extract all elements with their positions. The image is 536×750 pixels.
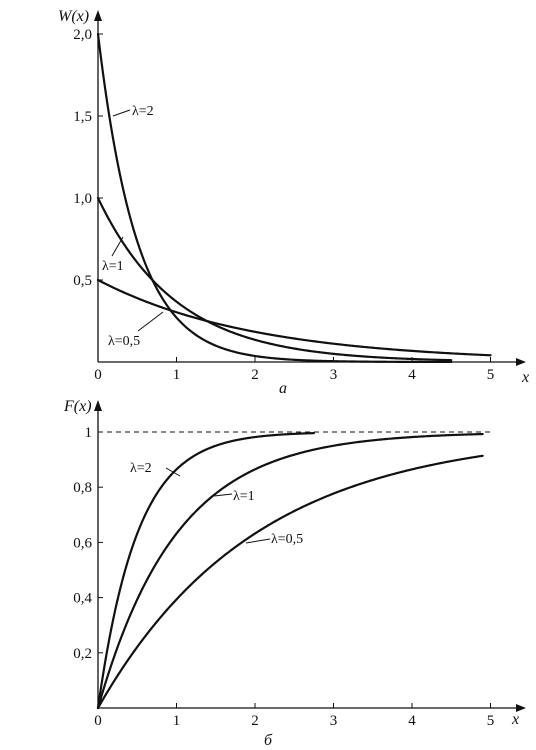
panel-a-x-tick-label: 2 [251,367,259,383]
panel-b-caption: б [264,732,273,749]
panel-b-series-label-lambda-2: λ=2 [130,461,152,476]
panel-a-y-tick-label: 1,5 [73,109,92,125]
panel-a-curve-lambda-0.5 [96,278,492,357]
panel-b-y-axis-title: F(x) [63,398,92,415]
panel-a-x-tick-label: 4 [408,367,416,383]
panel-b-x-tick-label: 4 [408,713,416,729]
panel-b-y-tick-label: 0,4 [73,591,92,607]
panel-a-y-axis-arrow [94,10,102,21]
panel-b-x-tick-label: 3 [330,713,338,729]
panel-a-label-leader-lambda-2 [112,109,131,117]
panel-b-label-leader-lambda-0.5 [245,538,271,544]
panel-b-curve-lambda-0.5 [96,454,484,710]
panel-a-x-tick-label: 0 [94,367,102,383]
panel-a-series-label-lambda-0.5: λ=0,5 [108,334,140,349]
panel-b-x-tick-label: 5 [487,713,495,729]
panel-b-x-axis-title: x [511,711,519,728]
panel-a-x-tick-label: 5 [487,367,495,383]
panel-b-x-tick-label: 2 [251,713,259,729]
panel-a-y-tick-label: 2,0 [73,27,92,43]
panel-a-ticks: 0 1 2 3 4 5 0,5 1,0 1,5 2,0 [73,27,494,383]
panel-b-series-label-lambda-0.5: λ=0,5 [271,532,303,547]
panel-a-x-axis-title: x [521,369,529,386]
panel-a-x-axis-arrow [516,358,526,366]
panel-a-x-tick-label: 3 [330,367,338,383]
panel-a-series-label-lambda-1: λ=1 [102,259,124,274]
panel-a-y-tick-label: 1,0 [73,191,92,207]
panel-b-x-tick-label: 1 [173,713,181,729]
panel-b-curve-lambda-1 [96,432,484,710]
panel-a-curve-lambda-1 [96,196,453,362]
panel-a-y-tick-label: 0,5 [73,273,92,289]
panel-a-label-leader-lambda-0.5 [137,311,164,332]
panel-b-x-axis-arrow [516,704,526,712]
panel-b-label-leader-lambda-1 [213,493,233,497]
panel-a-density-chart: W(x) x а 0 1 2 3 4 5 0,5 1,0 1,5 2,0 λ=2 λ=1 λ=0,… [58,8,529,397]
panel-a-curve-lambda-2 [96,32,453,364]
panel-b-y-tick-label: 0,6 [73,535,92,551]
panel-b-ticks: 0 1 2 3 4 5 0,2 0,4 0,6 0,8 1 [73,425,494,729]
panel-a-x-tick-label: 1 [173,367,181,383]
panel-a-series-label-lambda-2: λ=2 [132,104,154,119]
panel-b-y-tick-label: 0,8 [73,480,92,496]
panel-b-series-label-lambda-1: λ=1 [233,489,255,504]
panel-b-distribution-chart: F(x) x б 0 1 2 3 4 5 0,2 0,4 0,6 0,8 1 λ=2 λ=1 λ=0… [63,398,526,749]
panel-b-x-tick-label: 0 [94,713,102,729]
panel-a-caption: а [279,380,287,397]
panel-b-y-tick-label: 1 [85,425,93,441]
panel-b-curve-lambda-2 [96,432,315,710]
panel-b-y-tick-label: 0,2 [73,646,92,662]
panel-b-label-leader-lambda-2 [165,467,181,477]
panel-b-y-axis-arrow [94,400,102,411]
panel-a-y-axis-title: W(x) [58,8,89,25]
panel-a-label-leader-lambda-1 [111,236,124,257]
